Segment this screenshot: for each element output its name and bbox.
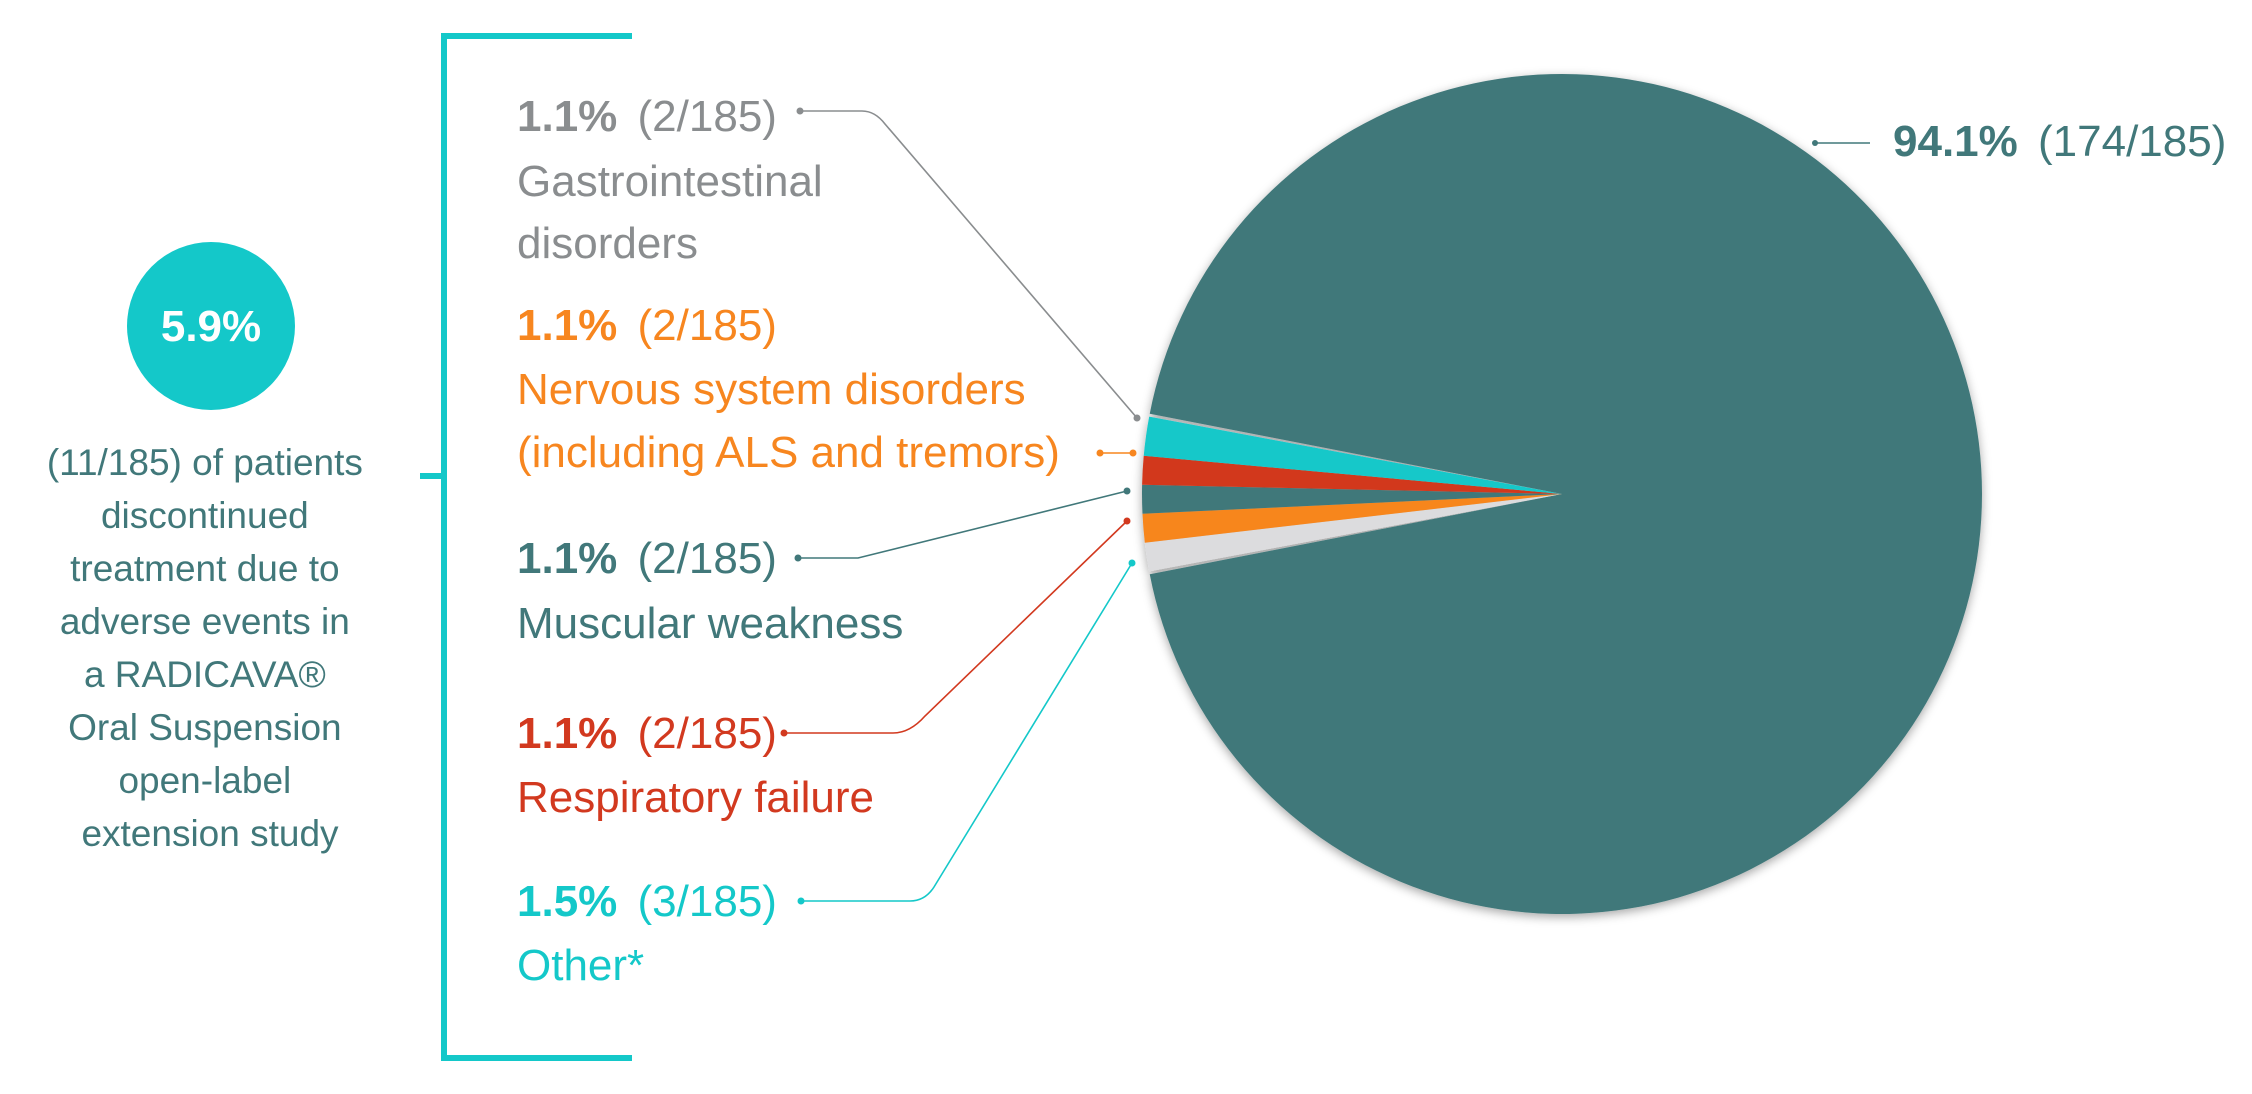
summary-line: treatment due to	[70, 548, 339, 589]
summary-line: open-label	[118, 760, 291, 801]
data-label-count: (2/185)	[638, 301, 777, 350]
summary-panel: 5.9% (11/185) of patients discontinued t…	[47, 242, 373, 854]
summary-line: discontinued	[101, 495, 309, 536]
data-label-count: (2/185)	[638, 92, 777, 141]
pie-slice-other	[1143, 416, 1562, 494]
label-other: 1.5% (3/185) Other*	[517, 877, 777, 990]
label-respiratory: 1.1% (2/185) Respiratory failure	[517, 709, 874, 822]
category-label-other: Other*	[517, 941, 644, 990]
label-nervous: 1.1% (2/185) Nervous system disorders (i…	[517, 301, 1060, 477]
category-line: Nervous system disorders	[517, 365, 1026, 414]
category-line: Respiratory failure	[517, 773, 874, 822]
pie-slice-gastrointestinal	[1144, 494, 1562, 572]
leader-dot-nervous	[1096, 449, 1104, 457]
category-line: disorders	[517, 219, 698, 268]
category-label-respiratory: Respiratory failure	[517, 773, 874, 822]
data-label-pct: 1.1%	[517, 301, 617, 350]
data-label-muscular: 1.1% (2/185)	[517, 534, 777, 583]
leader-line-respiratory	[784, 520, 1128, 734]
pie-slices	[1142, 74, 1982, 914]
category-line: (including ALS and tremors)	[517, 428, 1060, 477]
category-label-gastrointestinal: Gastrointestinal disorders	[517, 157, 835, 268]
leader-dot-respiratory	[780, 729, 788, 737]
pie-slice-muscular	[1142, 484, 1562, 514]
data-label-count: (2/185)	[638, 709, 777, 758]
data-label-respiratory: 1.1% (2/185)	[517, 709, 777, 758]
leader-line-gastrointestinal	[800, 110, 1138, 419]
leader-dot-gastrointestinal-end	[1133, 414, 1141, 422]
data-label-main-count: (174/185)	[2038, 117, 2226, 166]
data-label-count: (2/185)	[638, 534, 777, 583]
data-label-pct: 1.1%	[517, 92, 617, 141]
leader-dot-main	[1812, 140, 1818, 146]
label-muscular: 1.1% (2/185) Muscular weakness	[517, 534, 903, 648]
pie-slice-respiratory	[1142, 455, 1562, 494]
summary-headline: 5.9%	[161, 302, 261, 351]
data-label-nervous: 1.1% (2/185)	[517, 301, 777, 350]
leader-dot-muscular-end	[1123, 487, 1131, 495]
data-label-pct: 1.1%	[517, 709, 617, 758]
leader-dot-muscular	[794, 554, 802, 562]
category-line: Gastrointestinal	[517, 157, 823, 206]
summary-line: Oral Suspension	[68, 707, 342, 748]
pie-slice-main	[1149, 74, 1982, 914]
summary-line: extension study	[81, 813, 339, 854]
data-label-count: (3/185)	[638, 877, 777, 926]
category-line: Other*	[517, 941, 644, 990]
summary-line: (11/185) of patients	[47, 442, 363, 483]
data-label-main-pct: 94.1%	[1893, 117, 2018, 166]
summary-circle	[127, 242, 295, 410]
data-label-gastrointestinal: 1.1% (2/185)	[517, 92, 777, 141]
data-label-other: 1.5% (3/185)	[517, 877, 777, 926]
data-label-main: 94.1% (174/185)	[1893, 117, 2226, 166]
data-label-pct: 1.5%	[517, 877, 617, 926]
category-label-muscular: Muscular weakness	[517, 599, 903, 648]
category-label-nervous: Nervous system disorders (including ALS …	[517, 365, 1060, 477]
leader-dot-gastrointestinal	[796, 107, 804, 115]
leader-dot-respiratory-end	[1123, 517, 1131, 525]
leader-line-muscular	[798, 490, 1128, 559]
summary-description: (11/185) of patients discontinued treatm…	[47, 442, 373, 854]
leader-dot-nervous-end	[1129, 449, 1137, 457]
leader-dot-other	[797, 897, 805, 905]
label-gastrointestinal: 1.1% (2/185) Gastrointestinal disorders	[517, 92, 835, 268]
leader-lines	[780, 107, 1870, 905]
leader-line-other	[801, 562, 1133, 902]
summary-line: adverse events in	[60, 601, 350, 642]
group-bracket	[420, 33, 632, 1061]
leader-dot-other-end	[1128, 559, 1136, 567]
summary-line: a RADICAVA®	[84, 654, 326, 695]
pie-slice-nervous	[1142, 494, 1562, 543]
data-label-pct: 1.1%	[517, 534, 617, 583]
category-line: Muscular weakness	[517, 599, 903, 648]
